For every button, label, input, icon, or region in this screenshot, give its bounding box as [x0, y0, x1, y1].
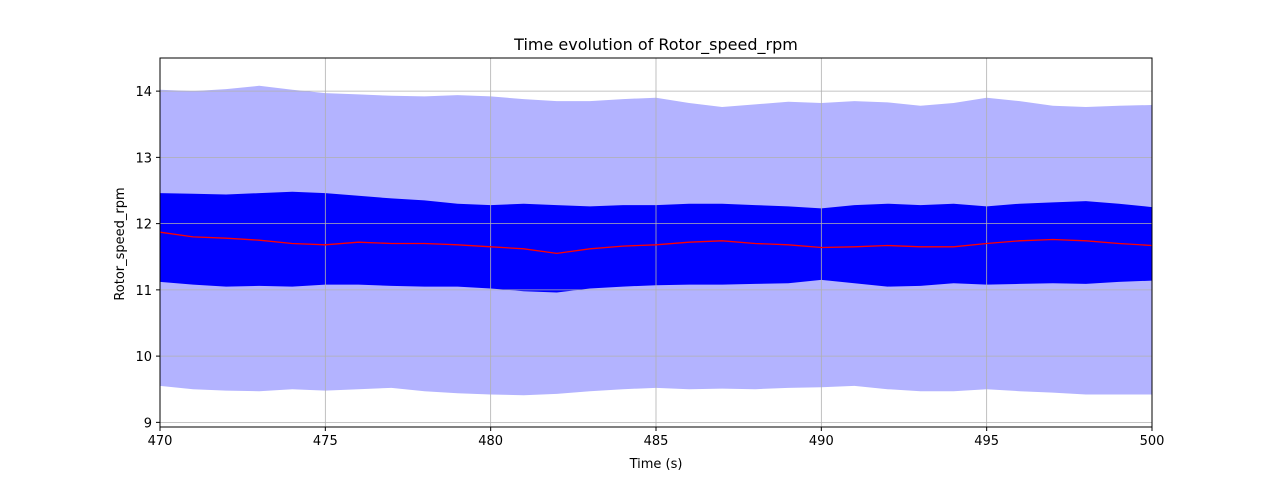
x-tick-label: 480 — [478, 434, 503, 449]
plot-area: 470 475 480 485 490 495 500 9 10 11 12 13 14 — [135, 57, 1165, 449]
mean-line — [159, 231, 1153, 255]
y-axis-label: Rotor_speed_rpm — [113, 187, 128, 300]
y-tick-label: 10 — [135, 350, 152, 365]
x-tick-label: 490 — [809, 434, 834, 449]
y-tick-label: 9 — [144, 416, 152, 431]
x-tick-label: 475 — [313, 434, 338, 449]
x-tick-label: 495 — [974, 434, 999, 449]
chart-title: Time evolution of Rotor_speed_rpm — [513, 35, 798, 55]
y-tick-label: 12 — [135, 218, 152, 233]
y-tick-label: 11 — [135, 284, 152, 299]
x-axis-label: Time (s) — [629, 457, 683, 472]
y-tick-label: 13 — [135, 151, 152, 166]
x-tick-label: 470 — [148, 434, 173, 449]
x-tick-label: 500 — [1140, 434, 1165, 449]
y-tick-label: 14 — [135, 85, 152, 100]
x-tick-label: 485 — [644, 434, 669, 449]
